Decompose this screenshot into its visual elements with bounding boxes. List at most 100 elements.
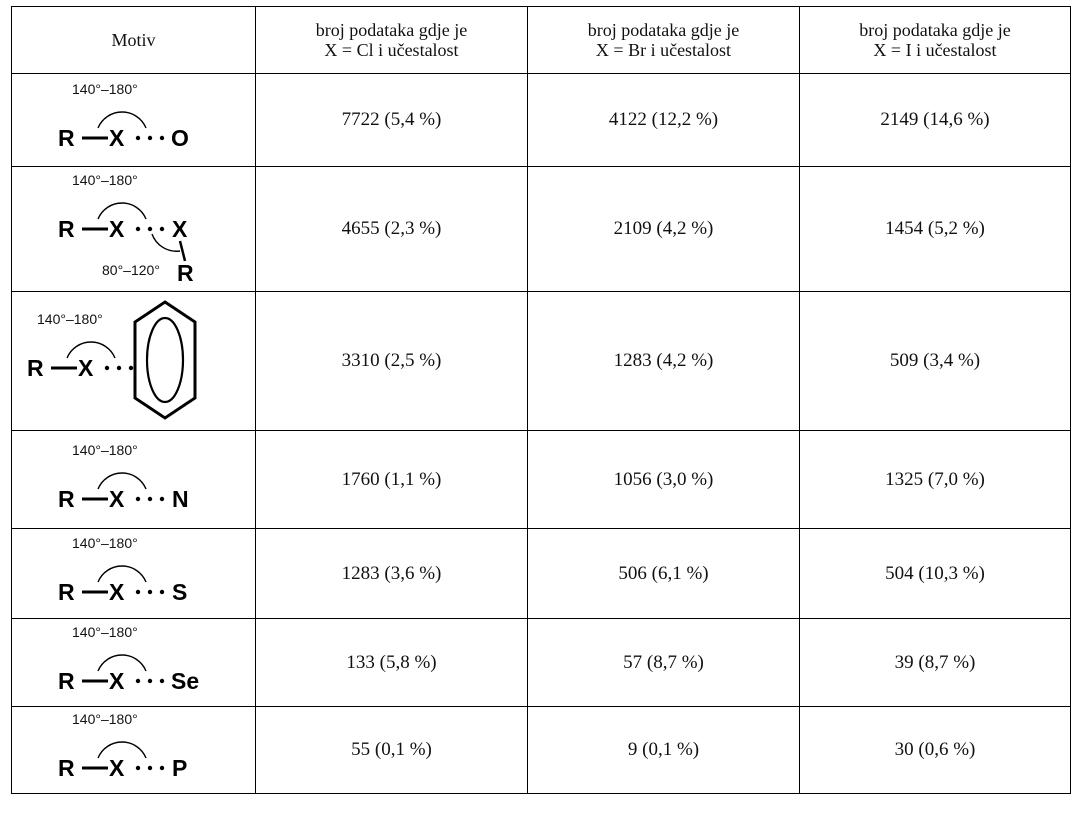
dot xyxy=(135,765,140,771)
cell-br: 57 (8,7 %) xyxy=(527,618,800,707)
motif-p-diagram: 140°–180° R X P xyxy=(58,711,187,781)
angle-label: 140°–180° xyxy=(37,311,103,327)
header-cl-line2: X = Cl i učestalost xyxy=(324,40,459,60)
dot xyxy=(159,765,164,771)
motif-s-diagram: 140°–180° R X S xyxy=(58,535,187,605)
dot xyxy=(135,226,140,232)
atom-r: R xyxy=(27,355,44,381)
table-row: 140°–180° R X 3310 (2,5 %) 1283 (4,2 %) … xyxy=(11,291,1071,431)
cell-br: 4122 (12,2 %) xyxy=(527,73,800,167)
benzene-ring-icon xyxy=(133,300,196,420)
motif-cell: 140°–180° R X Se xyxy=(11,618,256,707)
header-i-line2: X = I i učestalost xyxy=(873,40,997,60)
atom-r: R xyxy=(58,755,75,781)
motif-x-diagram: 140°–180° R X X 80°–120° R xyxy=(58,172,194,286)
cell-br: 1056 (3,0 %) xyxy=(527,430,800,529)
cell-cl: 133 (5,8 %) xyxy=(255,618,528,707)
atom-acceptor: O xyxy=(171,125,189,151)
atom-r: R xyxy=(58,216,75,242)
cell-br: 1283 (4,2 %) xyxy=(527,291,800,431)
atom-x: X xyxy=(109,755,125,781)
angle-arc xyxy=(96,111,147,129)
table-row: 140°–180° R X Se 133 (5,8 %) 57 (8,7 %) … xyxy=(11,618,1071,707)
motif-o-diagram: 140°–180° R X O xyxy=(58,81,189,151)
atom-r-second: R xyxy=(177,260,194,286)
motif-cell: 140°–180° R X xyxy=(11,291,256,431)
cell-cl: 7722 (5,4 %) xyxy=(255,73,528,167)
angle-arc xyxy=(96,741,147,759)
cell-i: 30 (0,6 %) xyxy=(799,706,1071,794)
dot xyxy=(159,496,164,501)
dot xyxy=(159,589,164,594)
angle-label: 140°–180° xyxy=(72,535,138,551)
dot xyxy=(147,135,152,141)
header-i-line1: broj podataka gdje je xyxy=(859,20,1011,40)
angle-label-second: 80°–120° xyxy=(102,262,160,278)
angle-label: 140°–180° xyxy=(72,711,138,727)
table-row: 140°–180° R X S 1283 (3,6 %) 506 (6,1 %)… xyxy=(11,528,1071,619)
atom-x: X xyxy=(78,355,94,381)
motif-cell: 140°–180° R X N xyxy=(11,430,256,529)
header-i: broj podataka gdje je X = I i učestalost xyxy=(799,6,1071,74)
angle-arc xyxy=(96,202,147,220)
atom-r: R xyxy=(58,486,75,512)
atom-r: R xyxy=(58,668,75,694)
motif-n-diagram: 140°–180° R X N xyxy=(58,442,189,512)
atom-r: R xyxy=(58,125,75,151)
header-cl-line1: broj podataka gdje je xyxy=(315,20,468,40)
header-cl: broj podataka gdje je X = Cl i učestalos… xyxy=(255,6,528,74)
motif-se-diagram: 140°–180° R X Se xyxy=(58,624,199,694)
header-br: broj podataka gdje je X = Br i učestalos… xyxy=(527,6,800,74)
atom-x: X xyxy=(109,486,125,512)
header-br-line2: X = Br i učestalost xyxy=(595,40,732,60)
cell-br: 506 (6,1 %) xyxy=(527,528,800,619)
motif-cell: 140°–180° R X S xyxy=(11,528,256,619)
angle-arc xyxy=(65,341,116,359)
table-row: 140°–180° R X O 7722 (5,4 %) 4122 (12,2 … xyxy=(11,73,1071,167)
atom-x: X xyxy=(109,216,125,242)
atom-x: X xyxy=(109,125,125,151)
aromatic-circle xyxy=(145,316,184,404)
header-br-line1: broj podataka gdje je xyxy=(587,20,740,40)
angle-label: 140°–180° xyxy=(72,81,138,97)
cell-i: 504 (10,3 %) xyxy=(799,528,1071,619)
dot xyxy=(147,496,152,501)
cell-cl: 1283 (3,6 %) xyxy=(255,528,528,619)
cell-i: 509 (3,4 %) xyxy=(799,291,1071,431)
dot xyxy=(104,365,109,371)
cell-cl: 3310 (2,5 %) xyxy=(255,291,528,431)
header-motiv: Motiv xyxy=(11,6,256,74)
atom-acceptor: S xyxy=(172,579,187,605)
cell-br: 2109 (4,2 %) xyxy=(527,166,800,292)
angle-arc xyxy=(96,564,147,582)
dot xyxy=(116,365,121,371)
dot xyxy=(128,365,133,371)
atom-x: X xyxy=(109,579,125,605)
cell-cl: 4655 (2,3 %) xyxy=(255,166,528,292)
atom-acceptor: Se xyxy=(171,668,199,694)
atom-acceptor: P xyxy=(172,755,187,781)
dot xyxy=(147,589,152,594)
cell-br: 9 (0,1 %) xyxy=(527,706,800,794)
motif-ring-diagram: 140°–180° R X xyxy=(27,300,196,420)
dot xyxy=(135,678,140,683)
dot xyxy=(159,678,164,683)
motif-cell: 140°–180° R X P xyxy=(11,706,256,794)
table-row: 140°–180° R X N 1760 (1,1 %) 1056 (3,0 %… xyxy=(11,430,1071,529)
cell-cl: 55 (0,1 %) xyxy=(255,706,528,794)
dot xyxy=(135,135,140,141)
cell-i: 39 (8,7 %) xyxy=(799,618,1071,707)
dot xyxy=(159,226,164,232)
motif-cell: 140°–180° R X X 80°–120° R xyxy=(11,166,256,292)
angle-arc xyxy=(96,653,147,671)
motif-cell: 140°–180° R X O xyxy=(11,73,256,167)
header-row: Motiv broj podataka gdje je X = Cl i uče… xyxy=(11,6,1071,74)
table-row: 140°–180° R X P 55 (0,1 %) 9 (0,1 %) 30 … xyxy=(11,706,1071,794)
dot xyxy=(147,765,152,771)
dot xyxy=(147,678,152,683)
dot xyxy=(147,226,152,232)
angle-label: 140°–180° xyxy=(72,442,138,458)
dot xyxy=(135,589,140,594)
atom-acceptor: N xyxy=(172,486,189,512)
atom-r: R xyxy=(58,579,75,605)
